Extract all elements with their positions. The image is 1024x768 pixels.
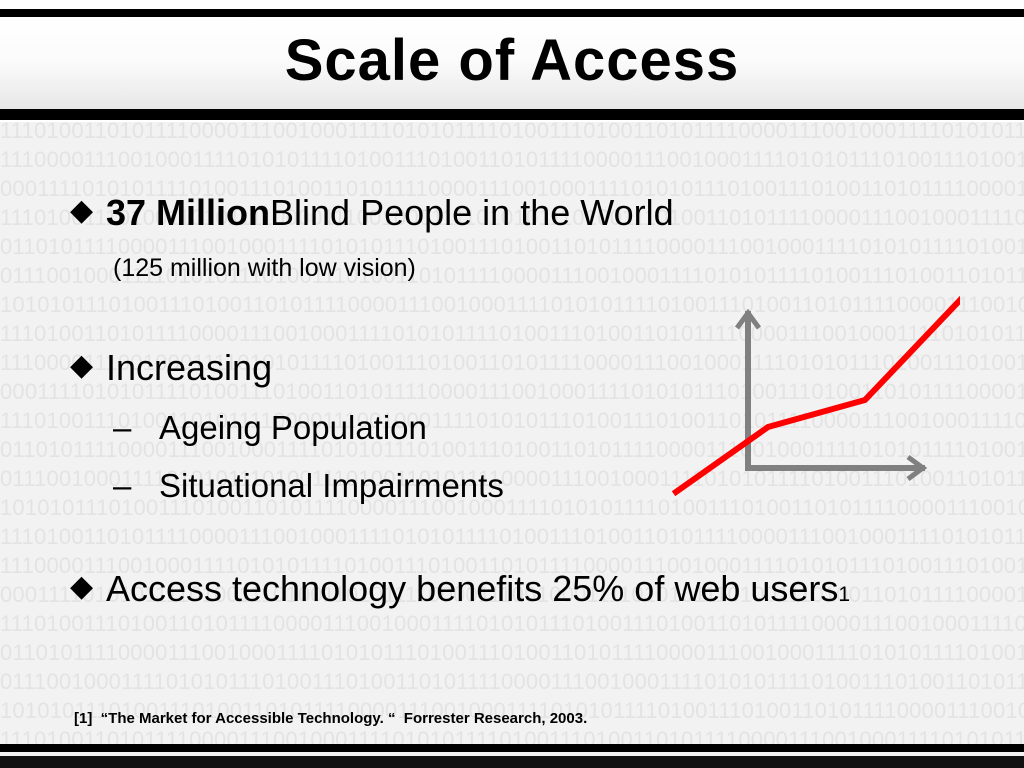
bullet-access-technology: ◆ Access technology benefits 25% of web … (70, 566, 850, 612)
bullet-blind-people: ◆ 37 Million Blind People in the World (70, 190, 674, 236)
title-rule (0, 109, 1024, 120)
dash-bullet: – (113, 409, 132, 446)
trend-chart-graphic (671, 295, 960, 497)
low-vision-note: (125 million with low vision) (113, 254, 416, 282)
title-band: Scale of Access (0, 0, 1024, 122)
diamond-bullet-icon: ◆ (70, 349, 94, 382)
diamond-bullet-icon: ◆ (70, 194, 94, 227)
bullet-increasing: ◆ Increasing (70, 345, 272, 391)
top-rule (0, 9, 1024, 17)
footnote: [1] “The Market for Accessible Technolog… (74, 710, 588, 727)
subitem-label: Ageing Population (159, 409, 427, 446)
diamond-bullet-icon: ◆ (70, 570, 94, 603)
blind-people-label: Blind People in the World (270, 192, 674, 233)
dash-bullet: – (113, 467, 132, 504)
subitem-situational-impairments: – Situational Impairments (113, 465, 504, 507)
increasing-label: Increasing (106, 347, 273, 388)
bottom-rule-thick (0, 756, 1024, 768)
subitem-ageing-population: – Ageing Population (113, 407, 427, 449)
blind-people-count: 37 Million (106, 192, 271, 233)
subitem-label: Situational Impairments (159, 467, 504, 504)
title-gradient (0, 18, 1024, 112)
access-technology-label: Access technology benefits 25% of web us… (106, 568, 839, 609)
slide-title: Scale of Access (284, 28, 740, 93)
arrow-axes-icon (734, 308, 928, 482)
upward-trend-line (671, 295, 960, 497)
bottom-rule (0, 744, 1024, 752)
